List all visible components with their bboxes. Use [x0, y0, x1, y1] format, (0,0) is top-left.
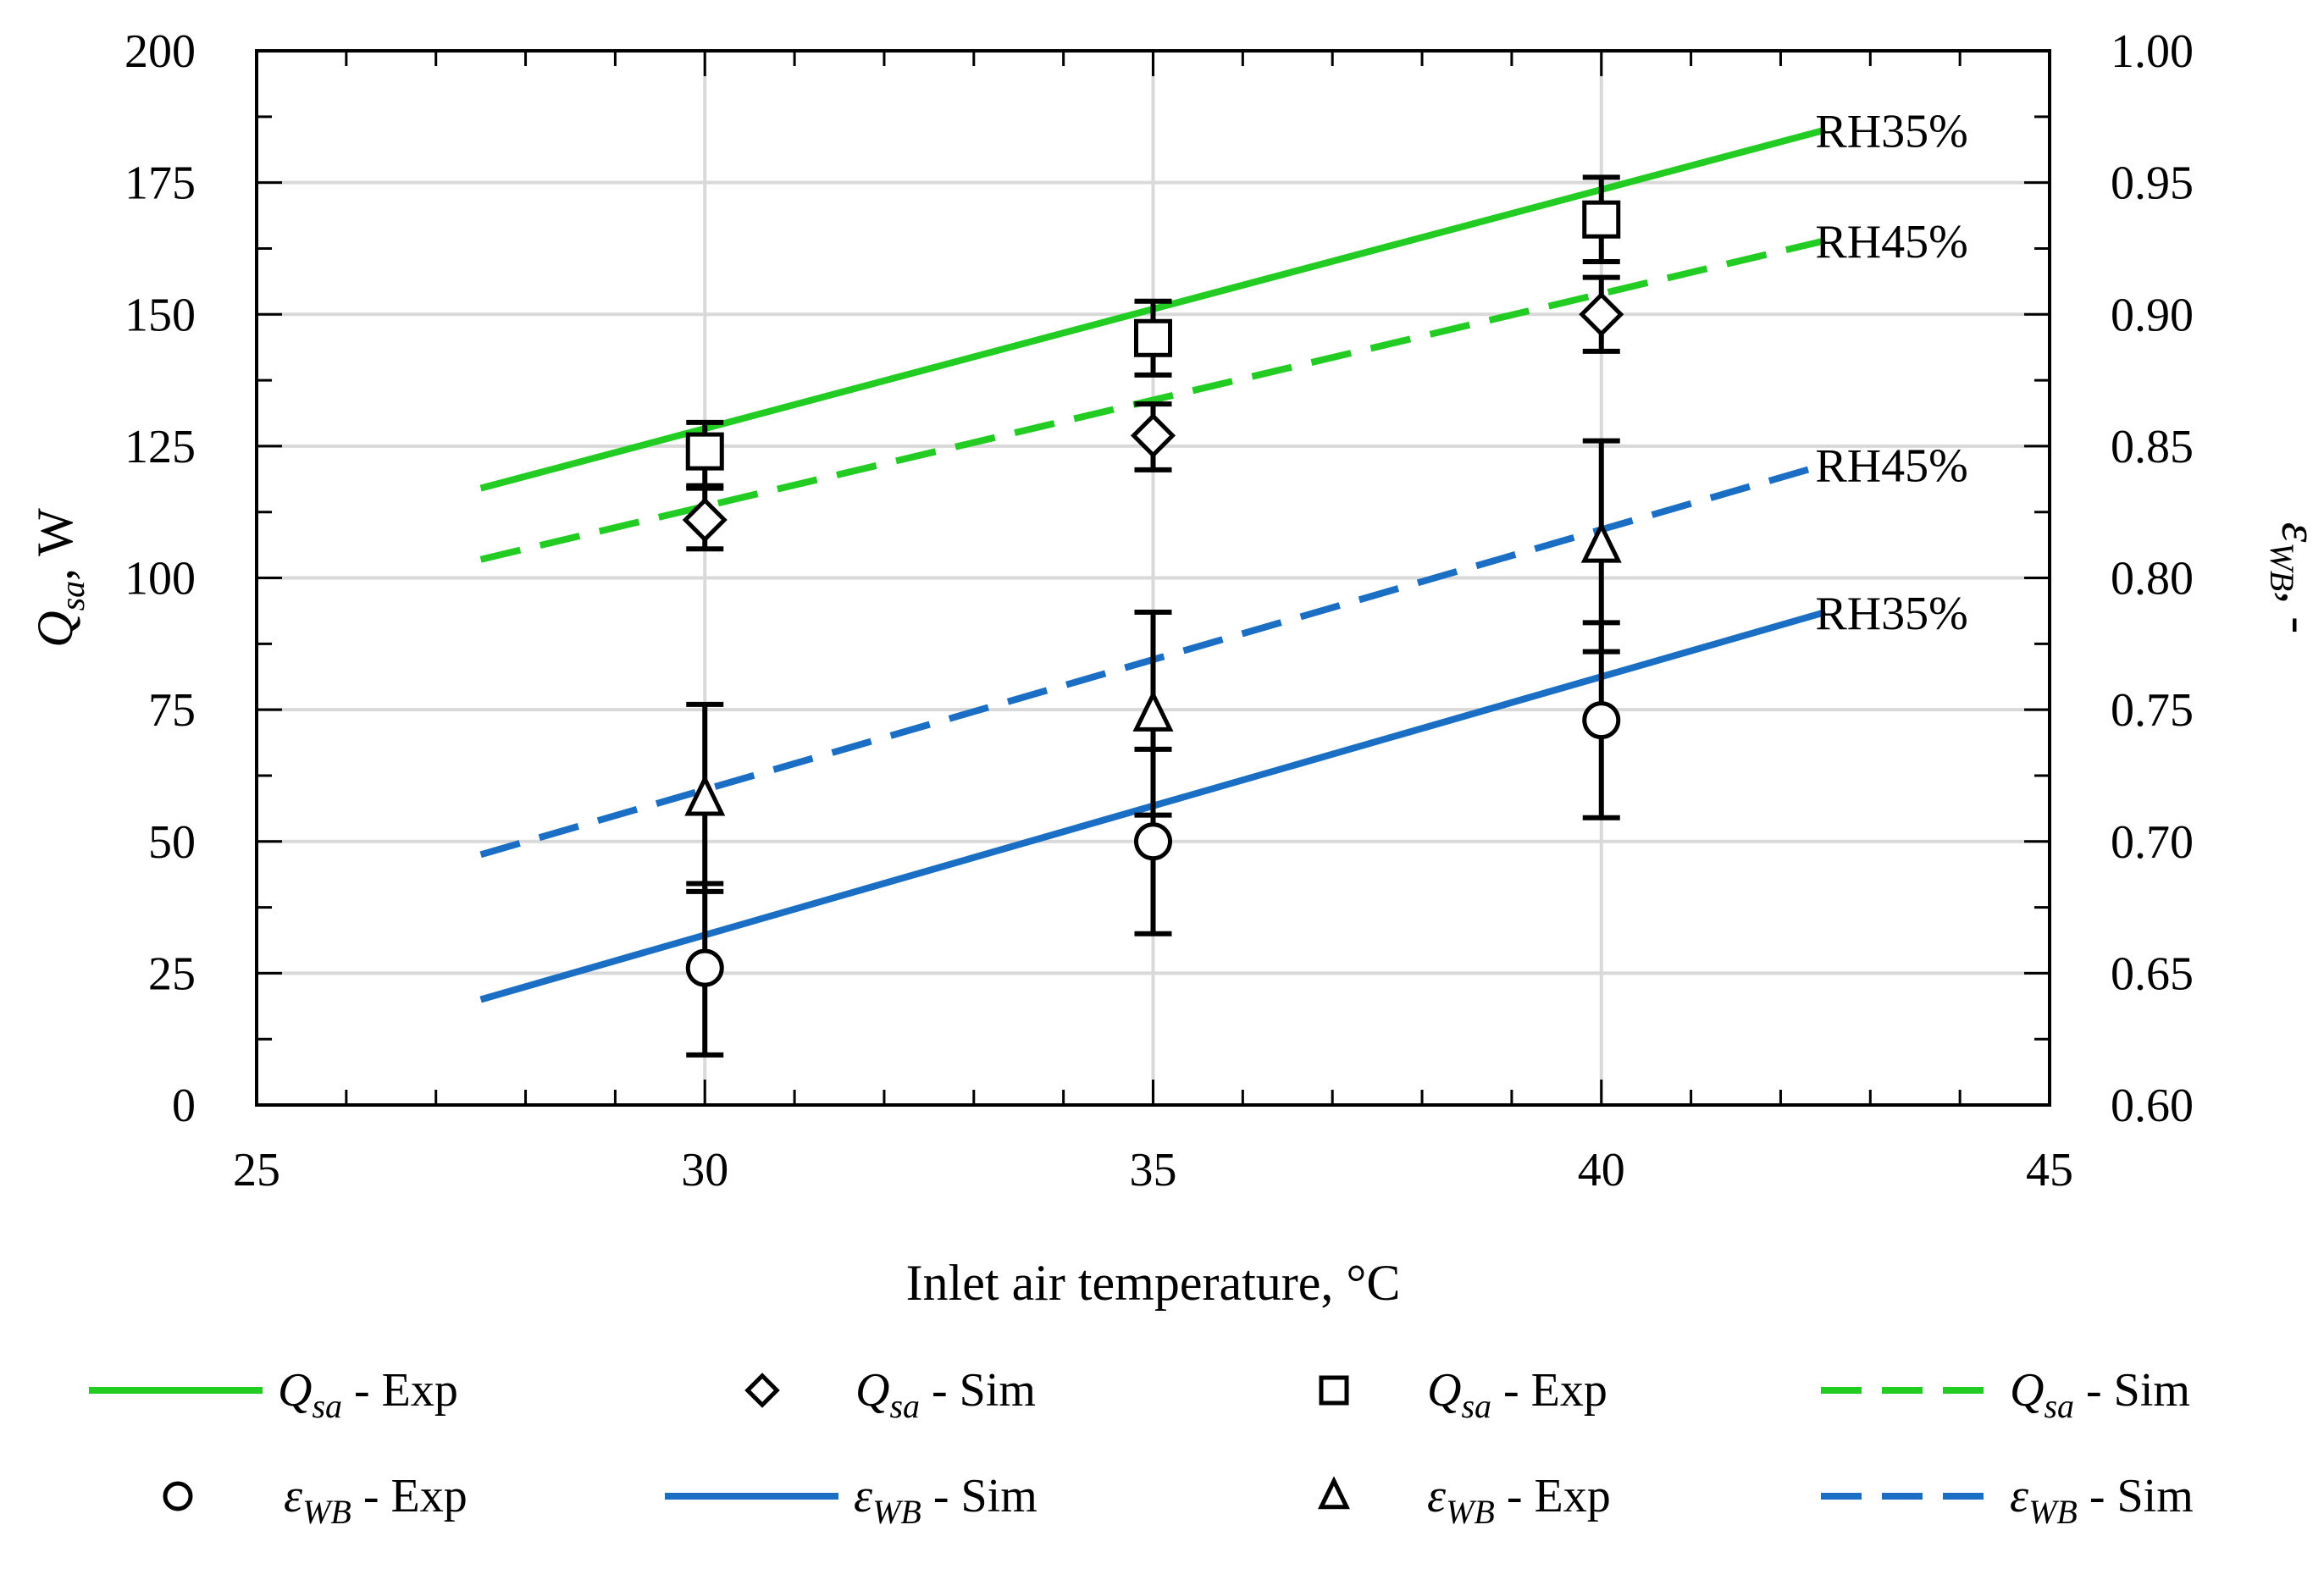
y-right-tick-label: 1.00 — [2111, 25, 2194, 78]
legend-entry: εWB - Sim — [1821, 1470, 2194, 1531]
legend-label: εWB - Sim — [854, 1470, 1038, 1531]
legend-label: Qsa - Exp — [1427, 1364, 1607, 1425]
marker-triangle — [1132, 689, 1174, 732]
marker-diamond — [682, 497, 728, 543]
y-right-tick-label: 0.70 — [2111, 816, 2194, 869]
y-right-tick-label: 0.60 — [2111, 1080, 2194, 1132]
y-right-tick-label: 0.95 — [2111, 157, 2194, 210]
marker-circle — [685, 948, 724, 987]
line-label: RH35% — [1815, 588, 1967, 640]
legend-entry: εWB - Sim — [665, 1470, 1038, 1531]
legend-label: Qsa - Sim — [855, 1364, 1036, 1425]
series-line — [479, 237, 1827, 563]
marker-square — [685, 432, 724, 471]
marker-diamond — [1130, 412, 1176, 458]
marker-circle — [1582, 701, 1621, 740]
y-right-tick-label: 0.80 — [2111, 553, 2194, 605]
y-left-tick-label: 175 — [125, 157, 196, 210]
y-left-tick-label: 50 — [148, 816, 196, 869]
marker-diamond — [1579, 291, 1624, 337]
legend: Qsa - Exp Qsa - Sim Qsa - Exp Qsa - Sim εWB … — [89, 1364, 2194, 1531]
legend-marker-triangle — [1317, 1476, 1351, 1510]
legend-entry: Qsa - Sim — [1821, 1364, 2190, 1425]
legend-label: εWB - Sim — [2010, 1470, 2194, 1531]
legend-entry: εWB - Exp — [1317, 1470, 1611, 1531]
x-axis-title: Inlet air temperature, °C — [906, 1255, 1401, 1311]
line-label: RH45% — [1815, 440, 1967, 493]
x-tick-label: 30 — [681, 1144, 728, 1196]
legend-entry: Qsa - Exp — [89, 1364, 458, 1425]
marker-triangle — [684, 774, 726, 816]
y-left-tick-label: 125 — [125, 421, 196, 473]
data-points — [682, 174, 1624, 1058]
y-left-tick-label: 100 — [125, 553, 196, 605]
marker-triangle — [1580, 521, 1622, 563]
legend-entry: Qsa - Sim — [744, 1364, 1036, 1425]
marker-circle — [1134, 822, 1172, 861]
y-right-tick-label: 0.65 — [2111, 947, 2194, 1000]
legend-marker-square — [1319, 1375, 1349, 1406]
y-left-axis-title: Qsa, W — [27, 508, 91, 648]
legend-entry: Qsa - Exp — [1319, 1364, 1607, 1425]
grid-lines — [257, 51, 2050, 1105]
x-tick-label: 40 — [1578, 1144, 1625, 1196]
y-left-tick-label: 75 — [148, 684, 196, 737]
legend-entry: εWB - Exp — [163, 1470, 468, 1531]
x-tick-label: 35 — [1130, 1144, 1177, 1196]
y-right-tick-label: 0.90 — [2111, 289, 2194, 341]
marker-square — [1134, 318, 1172, 357]
legend-label: Qsa - Exp — [278, 1364, 458, 1425]
legend-marker-diamond — [744, 1373, 780, 1408]
y-right-axis-title: εWB, - — [2263, 522, 2324, 633]
legend-marker-circle — [163, 1481, 193, 1511]
legend-label: εWB - Exp — [1427, 1470, 1611, 1531]
line-annotations: RH35% RH45% RH45% RH35% — [1815, 105, 1967, 640]
y-right-tick-label: 0.75 — [2111, 684, 2194, 737]
y-left-tick-label: 150 — [125, 289, 196, 341]
line-label: RH45% — [1815, 216, 1967, 268]
legend-label: Qsa - Sim — [2010, 1364, 2190, 1425]
y-left-tick-label: 0 — [172, 1080, 196, 1132]
y-right-tick-label: 0.85 — [2111, 421, 2194, 473]
legend-label: εWB - Exp — [284, 1470, 468, 1531]
y-left-tick-label: 25 — [148, 947, 196, 1000]
axis-titles: Inlet air temperature, °C Qsa, W εWB, - — [27, 508, 2324, 1311]
axis-ticks — [255, 49, 2051, 1107]
marker-square — [1582, 200, 1621, 239]
tick-labels: 25 30 35 40 45 0 25 50 75 100 125 150 175 200 0.60 0.65… — [125, 25, 2194, 1196]
line-label: RH35% — [1815, 105, 1967, 157]
y-left-tick-label: 200 — [125, 25, 196, 78]
x-tick-label: 25 — [233, 1144, 280, 1196]
x-tick-label: 45 — [2026, 1144, 2073, 1196]
